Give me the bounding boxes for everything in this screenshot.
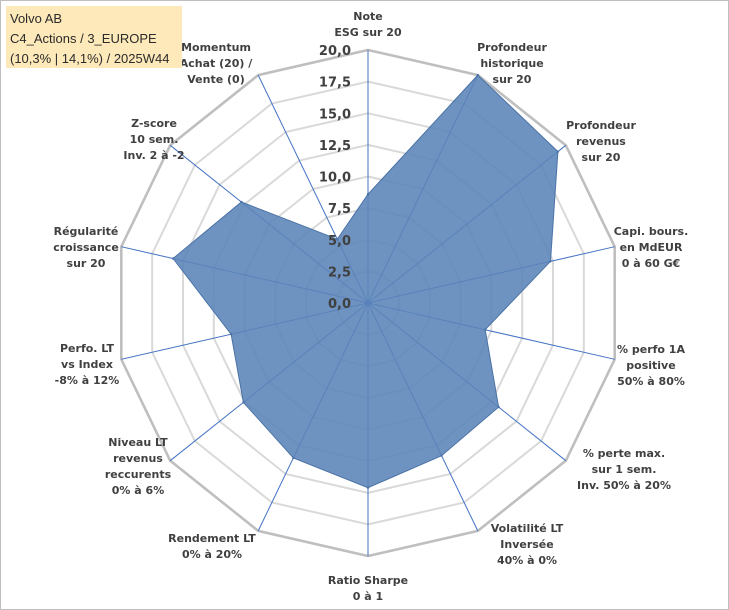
info-box: Volvo AB C4_Actions / 3_EUROPE (10,3% | … bbox=[6, 6, 182, 68]
axis-label: Note ESG sur 20 bbox=[334, 10, 402, 39]
axis-label: Profondeur historique sur 20 bbox=[477, 41, 547, 86]
company-name: Volvo AB bbox=[10, 11, 63, 26]
axis-label: Ratio Sharpe 0 à 1 bbox=[328, 574, 408, 603]
axis-label: % perte max. sur 1 sem. Inv. 50% à 20% bbox=[577, 447, 671, 492]
tick-label: 2,5 bbox=[328, 265, 351, 280]
axis-label: Z-score 10 sem. Inv. 2 à -2 bbox=[123, 117, 184, 162]
axis-label: Régularité croissance sur 20 bbox=[53, 225, 119, 270]
data-point bbox=[292, 456, 295, 460]
data-point bbox=[484, 328, 487, 331]
tick-label: 0,0 bbox=[328, 297, 351, 312]
tick-label: 15,0 bbox=[319, 107, 351, 122]
data-point bbox=[549, 260, 552, 263]
data-point bbox=[242, 401, 245, 404]
tick-label: 5,0 bbox=[328, 234, 351, 249]
data-point bbox=[171, 257, 175, 260]
axis-label: Rendement LT 0% à 20% bbox=[168, 532, 256, 561]
data-point bbox=[229, 333, 233, 336]
data-point bbox=[476, 73, 479, 77]
axis-label: % perfo 1A positive 50% à 80% bbox=[617, 343, 685, 388]
tick-label: 7,5 bbox=[328, 202, 351, 217]
axis-label: Capi. bours. en MdEUR 0 à 60 G€ bbox=[614, 225, 689, 270]
axis-label: Niveau LT revenus reccurents 0% à 6% bbox=[105, 436, 172, 497]
axis-label: Profondeur revenus sur 20 bbox=[566, 119, 636, 164]
tick-label: 17,5 bbox=[319, 76, 351, 91]
data-point bbox=[366, 486, 370, 489]
tick-label: 10,0 bbox=[319, 171, 351, 186]
axis-label: Volatilité LT Inversée 40% à 0% bbox=[491, 522, 564, 567]
axis-label: Momentum Achat (20) / Vente (0) bbox=[180, 41, 254, 86]
data-point bbox=[440, 454, 443, 457]
data-point bbox=[240, 200, 243, 204]
tick-label: 20,0 bbox=[319, 44, 351, 59]
performance-week-label: (10,3% | 14,1%) / 2025W44 bbox=[10, 51, 170, 66]
axis-label: Perfo. LT vs Index -8% à 12% bbox=[55, 342, 120, 387]
data-point bbox=[556, 150, 560, 153]
data-point bbox=[366, 193, 370, 196]
data-point bbox=[497, 405, 500, 409]
data-point bbox=[336, 238, 339, 241]
tick-label: 12,5 bbox=[319, 139, 351, 154]
category-label: C4_Actions / 3_EUROPE bbox=[10, 31, 157, 46]
